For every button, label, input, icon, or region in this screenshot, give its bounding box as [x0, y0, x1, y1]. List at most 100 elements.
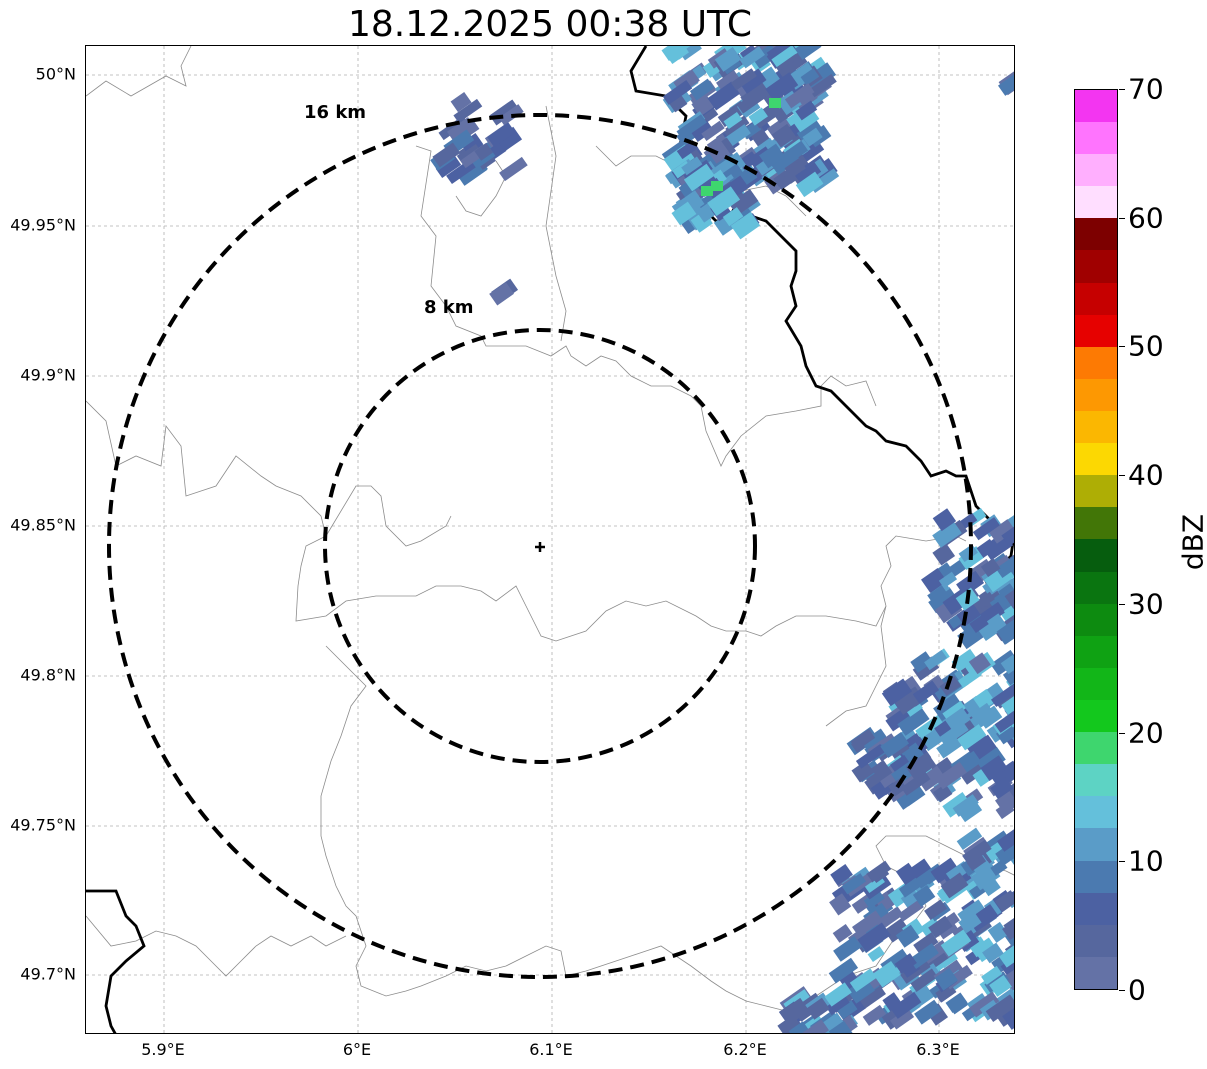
echo-cell	[863, 889, 885, 909]
echo-cell	[740, 82, 770, 109]
colorbar-segment	[1075, 667, 1117, 701]
echo-cell	[795, 162, 822, 186]
echo-cell	[890, 1008, 915, 1030]
echo-cell	[676, 114, 707, 140]
echo-cell	[759, 143, 786, 169]
echo-cell	[995, 555, 1014, 579]
echo-cell	[972, 517, 1000, 541]
echo-cell	[910, 968, 938, 993]
radar-echoes	[430, 46, 1014, 1033]
echo-cell	[794, 116, 824, 144]
echo-cell	[498, 104, 524, 126]
echo-cell	[994, 890, 1014, 913]
echo-cell	[851, 760, 875, 783]
colorbar-segment	[1075, 924, 1117, 957]
colorbar-tick	[1119, 861, 1125, 863]
colorbar-tick	[1119, 603, 1125, 605]
echo-cell	[969, 991, 1000, 1018]
range-rings	[107, 113, 973, 979]
echo-cell	[978, 873, 1001, 897]
echo-cell	[460, 133, 484, 155]
echo-cell	[996, 617, 1014, 645]
colorbar-segment	[1075, 539, 1117, 572]
colorbar-segment	[1075, 250, 1117, 283]
radar-site-marker	[535, 542, 545, 552]
echo-cell	[944, 707, 971, 732]
echo-cell	[942, 792, 971, 818]
echo-cell	[701, 120, 725, 141]
echo-cell	[723, 111, 743, 130]
echo-cell	[771, 123, 797, 148]
echo-cell	[883, 918, 910, 943]
echo-cell	[681, 156, 703, 176]
echo-cell	[833, 936, 862, 962]
colorbar-segment	[1075, 956, 1117, 989]
echo-cell	[861, 728, 887, 751]
echo-cell	[972, 688, 996, 711]
colorbar-segment	[1075, 186, 1117, 219]
echo-cell	[841, 873, 867, 895]
echo-cell	[900, 770, 931, 796]
echo-cell	[447, 117, 474, 140]
echo-cell	[856, 981, 886, 1009]
echo-cell	[980, 601, 1005, 624]
colorbar-segment	[1075, 475, 1117, 508]
echo-cell	[849, 968, 877, 993]
echo-cell	[981, 965, 1003, 985]
lat-tick-label: 49.9°N	[20, 365, 76, 385]
echo-cell	[988, 519, 1014, 544]
echo-cell	[937, 920, 959, 940]
echo-cell	[1004, 579, 1014, 609]
echo-cell	[933, 693, 964, 722]
echo-cell	[824, 982, 852, 1007]
echo-cell	[795, 171, 824, 198]
echo-cell	[794, 1014, 824, 1033]
echo-cell	[917, 765, 946, 792]
echo-cell	[453, 98, 483, 123]
echo-cell	[1002, 1004, 1014, 1030]
echo-cell	[800, 1019, 830, 1033]
echo-cell	[496, 126, 523, 152]
radar-map[interactable]: 8 km 16 km	[85, 45, 1015, 1034]
echo-cell	[939, 721, 969, 747]
echo-cell	[898, 877, 922, 898]
echo-cell	[966, 853, 987, 871]
echo-cell	[1007, 845, 1014, 868]
echo-cell	[936, 735, 962, 759]
echo-cell	[921, 567, 947, 593]
echo-cell	[932, 543, 956, 566]
colorbar-segment	[1075, 603, 1117, 636]
colorbar-segment	[1075, 122, 1117, 155]
range-ring-16km	[107, 113, 973, 979]
echo-cell	[897, 899, 924, 922]
echo-cell	[748, 107, 768, 126]
echo-cell	[829, 893, 852, 916]
colorbar-tick	[1119, 217, 1125, 219]
echo-cell	[711, 181, 723, 191]
echo-cell	[824, 992, 850, 1016]
echo-cell	[871, 759, 893, 782]
echo-cell	[690, 120, 714, 142]
echo-cell	[987, 921, 1009, 943]
echo-cell	[894, 953, 917, 974]
echo-cell	[969, 614, 989, 633]
echo-cell	[776, 171, 797, 190]
colorbar-tick-label: 60	[1128, 201, 1164, 235]
echo-cell	[972, 937, 999, 963]
echo-cell	[945, 992, 968, 1013]
echo-cell	[962, 839, 992, 866]
echo-cell	[932, 520, 962, 548]
lat-tick-label: 50°N	[35, 64, 76, 84]
colorbar-tick	[1119, 89, 1125, 90]
lat-tick-label: 49.8°N	[20, 665, 76, 685]
colorbar-segment	[1075, 828, 1117, 861]
colorbar-tick-label: 70	[1128, 72, 1164, 106]
lon-tick-label: 6°E	[342, 1040, 372, 1059]
echo-cell	[912, 884, 936, 907]
echo-cell	[976, 538, 997, 558]
echo-cell	[912, 680, 939, 704]
colorbar-tick-label: 50	[1128, 329, 1164, 363]
lat-tick-label: 49.75°N	[10, 815, 76, 835]
echo-cell	[795, 100, 818, 121]
echo-cell	[990, 777, 1014, 800]
